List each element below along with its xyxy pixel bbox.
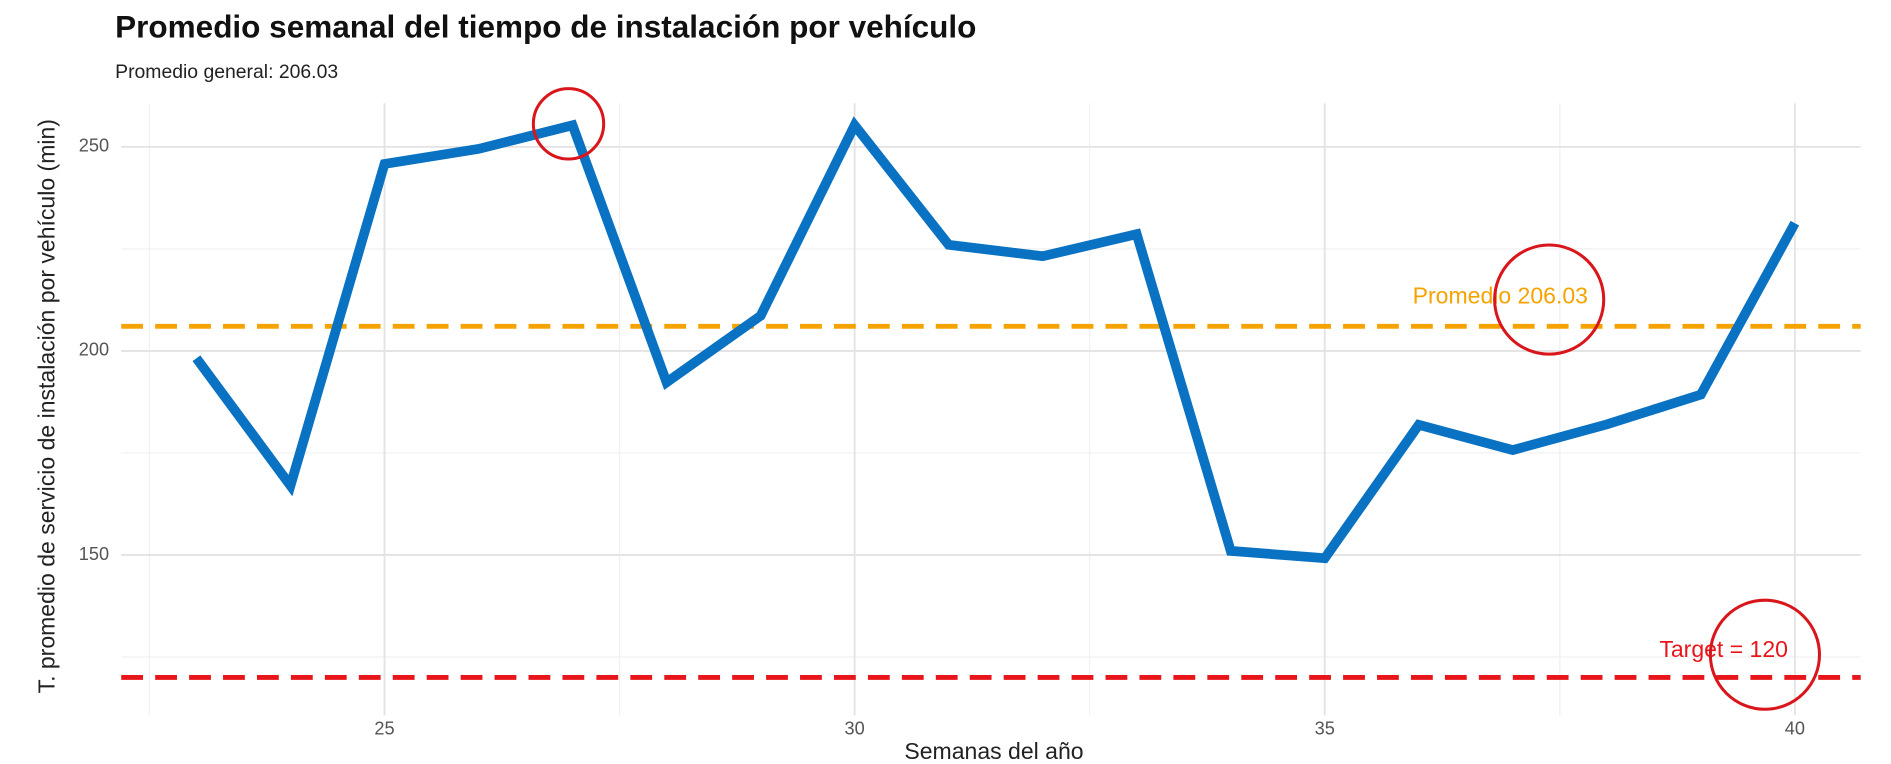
highlight-circle	[1708, 598, 1821, 711]
x-tick-label: 25	[374, 719, 394, 739]
x-tick-label: 35	[1315, 719, 1335, 739]
highlight-circles	[531, 87, 1821, 711]
x-tick-label: 40	[1785, 719, 1805, 739]
reference-label: Target = 120	[1659, 636, 1788, 662]
chart-title: Promedio semanal del tiempo de instalaci…	[115, 9, 976, 45]
chart-subtitle: Promedio general: 206.03	[115, 61, 338, 83]
grid: 25 30 35 40 150 200 250	[79, 103, 1861, 739]
highlight-circle	[531, 87, 606, 161]
y-tick-label: 250	[79, 136, 109, 156]
plot: Promedio 206.03 Target = 120	[121, 116, 1861, 680]
y-tick-label: 150	[79, 544, 109, 564]
x-tick-label: 30	[845, 719, 865, 739]
y-axis-label: T. promedio de servicio de instalación p…	[34, 119, 60, 693]
line-series	[192, 116, 1800, 564]
highlight-circle	[1493, 243, 1606, 356]
x-axis-label: Semanas del año	[904, 738, 1083, 764]
y-tick-label: 200	[79, 340, 109, 360]
reference-label: Promedio 206.03	[1413, 282, 1588, 308]
